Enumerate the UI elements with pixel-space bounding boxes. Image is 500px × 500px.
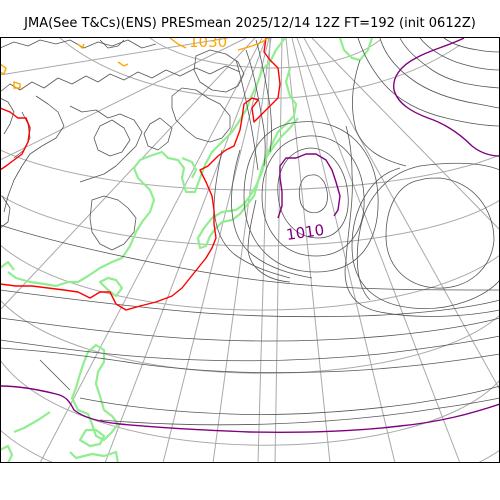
red-isobar-left [0, 107, 31, 171]
label-1010: 1010 [285, 221, 325, 244]
weather-map: 1030 1010 [0, 37, 500, 463]
coastlines [0, 37, 374, 463]
isobars [0, 37, 500, 426]
graticule [0, 37, 500, 463]
red-isobar [0, 37, 281, 311]
orange-isobar [0, 37, 269, 89]
map-title: JMA(See T&Cs)(ENS) PRESmean 2025/12/14 1… [24, 16, 476, 31]
purple-isobar [0, 37, 500, 434]
label-1030: 1030 [189, 37, 227, 51]
